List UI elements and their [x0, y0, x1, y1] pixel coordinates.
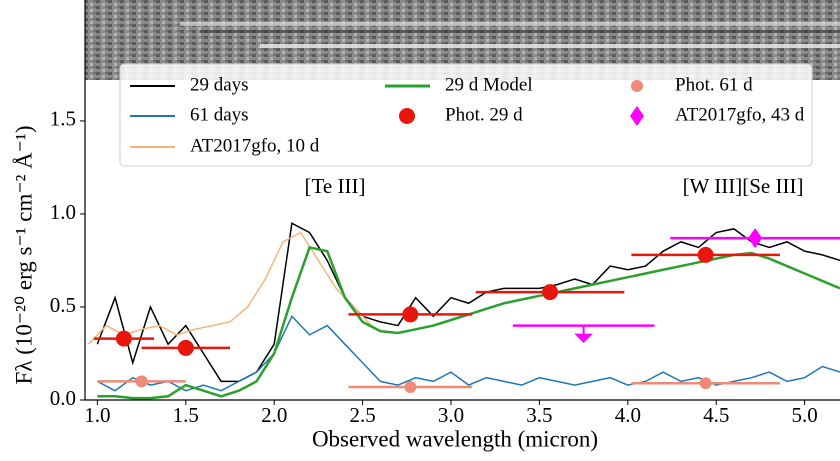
- point: [542, 284, 558, 300]
- x-tick-label: 2.5: [349, 403, 375, 427]
- series-line: [97, 247, 840, 398]
- legend-label: 29 d Model: [445, 74, 533, 95]
- y-tick-label: 0.0: [50, 386, 76, 410]
- point: [698, 247, 714, 263]
- x-tick-label: 4.5: [703, 403, 729, 427]
- x-tick-label: 1.0: [84, 403, 110, 427]
- x-tick-label: 1.5: [173, 403, 199, 427]
- point: [178, 340, 194, 356]
- legend-label: Phot. 61 d: [675, 74, 753, 95]
- upper-limit-arrow: [577, 326, 591, 342]
- x-tick-label: 2.0: [261, 403, 287, 427]
- y-axis-label: Fλ (10⁻²⁰ erg s⁻¹ cm⁻² Å⁻¹): [11, 126, 36, 385]
- annotation: [W III][Se III]: [683, 174, 804, 198]
- point: [700, 377, 712, 389]
- chart: [Te III] [W III][Se III] Observed wavele…: [0, 0, 840, 461]
- legend-label: 61 days: [190, 104, 249, 125]
- point: [402, 306, 418, 322]
- x-tick-label: 4.0: [615, 403, 641, 427]
- x-tick-label: 3.0: [438, 403, 464, 427]
- legend-label: 29 days: [190, 74, 249, 95]
- point: [404, 381, 416, 393]
- legend-label: AT2017gfo, 43 d: [675, 104, 805, 125]
- y-tick-label: 1.5: [50, 107, 76, 131]
- annotation: [Te III]: [305, 174, 366, 198]
- point: [136, 375, 148, 387]
- series-line: [97, 223, 840, 381]
- x-tick-label: 3.5: [526, 403, 552, 427]
- legend-swatch: [631, 80, 643, 92]
- point: [116, 331, 132, 347]
- series-line: [97, 316, 840, 390]
- legend-label: Phot. 29 d: [445, 104, 523, 125]
- legend-label: AT2017gfo, 10 d: [190, 135, 320, 156]
- x-axis-label: Observed wavelength (micron): [312, 426, 598, 451]
- legend-swatch: [399, 108, 415, 124]
- y-tick-label: 0.5: [50, 293, 76, 317]
- plot-area: [89, 223, 840, 398]
- x-tick-label: 5.0: [792, 403, 818, 427]
- y-tick-label: 1.0: [50, 200, 76, 224]
